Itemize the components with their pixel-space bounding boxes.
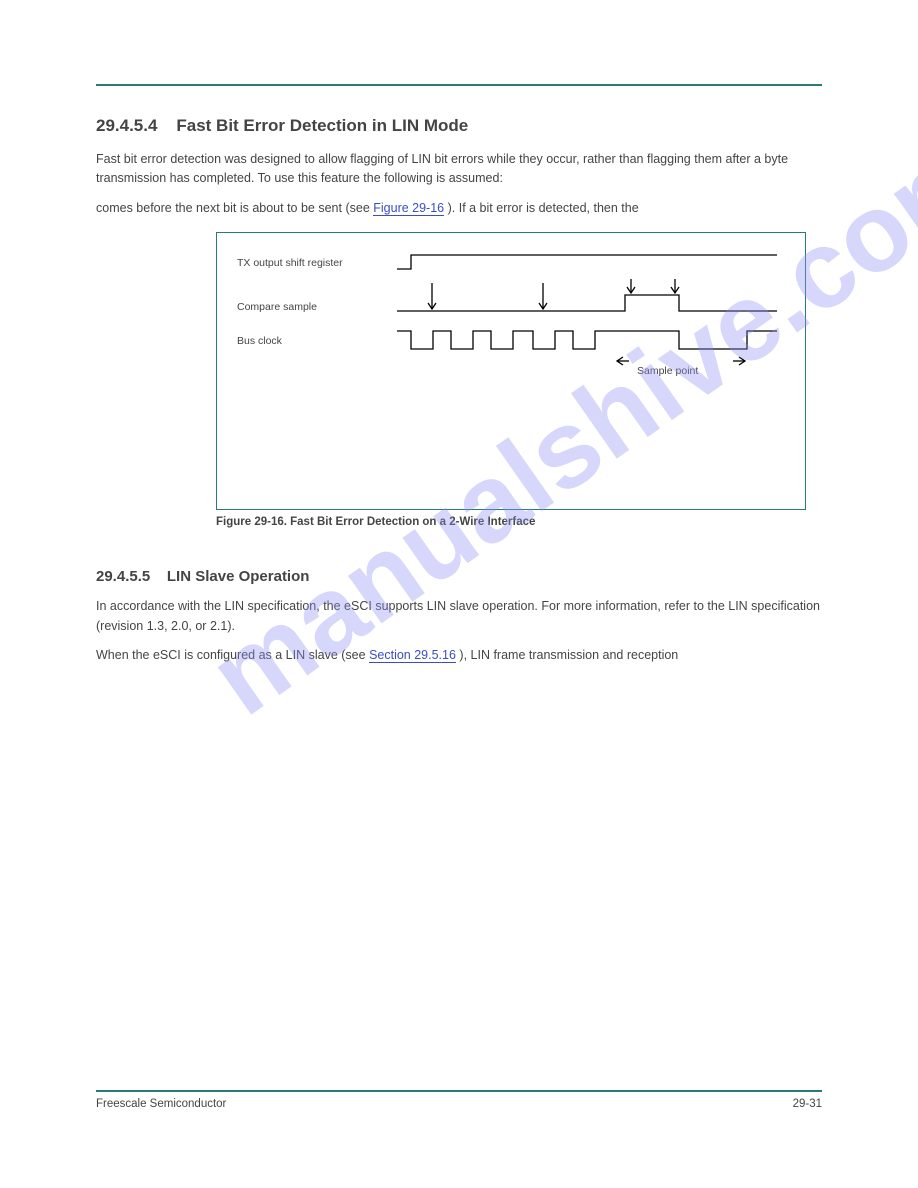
header-rule xyxy=(96,84,822,86)
label-samplept: Sample point xyxy=(637,365,698,377)
section2-para1: In accordance with the LIN specification… xyxy=(96,597,822,636)
label-tx: TX output shift register xyxy=(237,257,343,269)
section2-para2: When the eSCI is configured as a LIN sla… xyxy=(96,646,822,665)
footer-rule xyxy=(96,1090,822,1092)
footer-right: 29-31 xyxy=(793,1098,822,1110)
figure-link[interactable]: Figure 29-16 xyxy=(373,201,444,216)
section-heading-2: 29.4.5.5 LIN Slave Operation xyxy=(96,568,822,585)
footer-left: Freescale Semiconductor xyxy=(96,1098,226,1110)
section1-para2: comes before the next bit is about to be… xyxy=(96,199,822,218)
section-number: 29.4.5.4 xyxy=(96,116,157,135)
section-link[interactable]: Section 29.5.16 xyxy=(369,648,456,663)
section1-para1: Fast bit error detection was designed to… xyxy=(96,150,822,189)
section2-title-text: LIN Slave Operation xyxy=(167,568,310,585)
label-compare: Compare sample xyxy=(237,301,317,313)
label-busclk: Bus clock xyxy=(237,335,282,347)
section2-number: 29.4.5.5 xyxy=(96,568,150,585)
footer: Freescale Semiconductor 29-31 xyxy=(96,1098,822,1110)
figure-caption: Figure 29-16. Fast Bit Error Detection o… xyxy=(216,516,822,528)
figure-box: TX output shift register Compare sample … xyxy=(216,232,806,510)
timing-diagram xyxy=(217,233,807,511)
section-title-text: Fast Bit Error Detection in LIN Mode xyxy=(176,116,468,135)
section-heading-1: 29.4.5.4 Fast Bit Error Detection in LIN… xyxy=(96,116,822,136)
